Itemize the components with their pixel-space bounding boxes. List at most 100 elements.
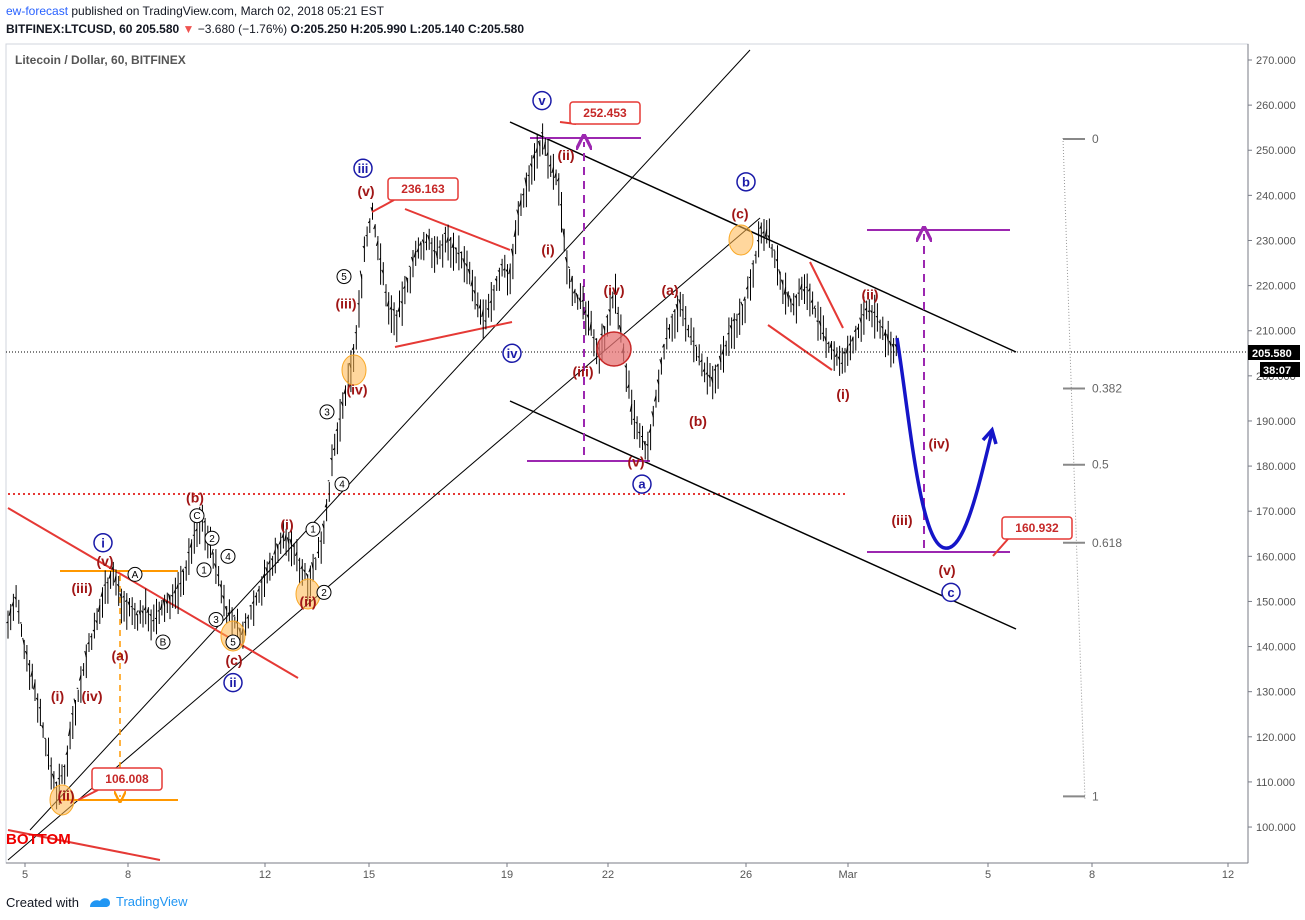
price-bar-open	[743, 296, 746, 302]
price-bar-open	[484, 320, 487, 322]
price-bar-open	[11, 601, 14, 607]
price-bar-open	[608, 309, 611, 313]
fib-level-label: 0.382	[1092, 381, 1122, 395]
price-bar-open	[848, 342, 851, 346]
price-bar-open	[481, 309, 484, 317]
price-bar-open	[807, 288, 811, 292]
highlight-circle	[728, 224, 754, 256]
price-bar-open	[168, 593, 171, 602]
price-bar-open	[154, 617, 157, 620]
price-bar-open	[673, 309, 676, 313]
price-bar-open	[257, 588, 260, 592]
wave-label-minor: (v)	[357, 183, 374, 199]
wave-label-minor: (b)	[186, 490, 204, 506]
price-bar-open	[732, 318, 735, 322]
price-bar-open	[864, 307, 868, 311]
price-bar-open	[789, 295, 792, 304]
price-bar-open	[492, 289, 495, 291]
price-bar-open	[537, 140, 541, 147]
price-bar-open	[276, 543, 279, 550]
price-bar-open	[308, 567, 311, 573]
price-bar-open	[635, 421, 638, 424]
price-bar-open	[359, 270, 363, 279]
price-bar-open	[589, 322, 592, 331]
price-bar-open	[311, 562, 314, 570]
wave-label-minor: (v)	[96, 553, 113, 569]
price-bar-open	[17, 610, 20, 613]
price-bar-open	[716, 363, 719, 367]
tradingview-link[interactable]: TradingView	[88, 894, 188, 909]
countdown-label: 38:07	[1263, 365, 1291, 377]
price-bar-open	[678, 299, 681, 305]
last-price: 205.580	[135, 22, 180, 36]
price-bar-open	[400, 300, 403, 304]
price-bar-open	[251, 600, 255, 604]
price-bar-open	[289, 538, 292, 546]
price-bar-open	[470, 279, 473, 287]
red-trend-line	[7, 829, 161, 861]
price-bar-open	[343, 388, 346, 395]
price-bar-open	[519, 199, 522, 207]
publisher-brand[interactable]: ew-forecast	[6, 4, 69, 18]
price-bar-open	[702, 368, 706, 372]
price-bar-open	[762, 231, 765, 234]
price-bar-open	[832, 349, 835, 352]
price-bar-open	[570, 275, 573, 283]
price-bar-open	[203, 520, 206, 523]
wave-label-minor: (iii)	[573, 363, 594, 379]
price-bar-open	[419, 241, 422, 246]
price-bar-open	[127, 601, 130, 606]
price-bar-open	[651, 411, 654, 418]
price-bar-open	[6, 621, 9, 624]
created-with-label: Created with	[6, 895, 79, 910]
price-bar-open	[529, 163, 533, 167]
wave-label-minor: (iii)	[336, 296, 357, 312]
fib-level-label: 0.5	[1092, 458, 1109, 472]
price-bar-open	[524, 177, 527, 187]
wave-label-minor: (iii)	[72, 580, 93, 596]
price-chart[interactable]: 0 0.382 0.5 0.618 1 252.453 236.163 106.008 160.…	[0, 0, 1305, 890]
price-bar-open	[894, 343, 897, 348]
price-bar-open	[260, 581, 262, 583]
price-bar-open	[710, 376, 714, 383]
price-bar-open	[870, 310, 873, 313]
price-bar-open	[300, 565, 303, 570]
chart-symbol-title: Litecoin / Dollar, 60, BITFINEX	[15, 53, 186, 67]
price-bar-open	[697, 356, 700, 358]
price-bar-open	[22, 637, 25, 645]
price-bar-open	[883, 331, 886, 336]
price-bar-open	[756, 239, 759, 242]
price-bar-open	[157, 609, 160, 612]
price-bar-open	[375, 240, 379, 246]
price-bar-open	[494, 278, 498, 282]
price-bar-open	[880, 326, 884, 329]
micro-wave-circle	[225, 634, 241, 650]
price-bar-open	[473, 290, 476, 295]
price-bar-open	[627, 384, 630, 389]
price-bar-open	[8, 608, 12, 616]
price-bar-open	[778, 269, 781, 275]
micro-wave-circle	[316, 584, 332, 600]
price-callout: 236.163	[401, 182, 445, 196]
price-bar-open	[535, 147, 538, 154]
price-bar-open	[386, 300, 390, 307]
price-bar-open	[265, 567, 268, 573]
price-bar-open	[335, 428, 338, 432]
price-bar-open	[802, 288, 805, 292]
price-bar-open	[216, 574, 219, 577]
price-bar-open	[389, 306, 392, 310]
price-bar-open	[303, 569, 306, 573]
price-bar-open	[152, 619, 155, 622]
x-tick-label: 12	[1222, 869, 1234, 881]
price-bar-open	[316, 551, 319, 554]
wave-label-major: ii	[229, 675, 236, 690]
wave-label-minor: (c)	[731, 205, 748, 221]
footer: Created with TradingView	[0, 890, 1305, 920]
price-bar-open	[314, 557, 317, 560]
price-bar-open	[421, 239, 425, 244]
y-tick-label: 120.000	[1256, 732, 1296, 744]
price-bar-open	[424, 241, 427, 243]
price-bar-open	[667, 327, 670, 331]
micro-wave-circle	[305, 521, 321, 537]
price-bar-open	[821, 332, 824, 335]
